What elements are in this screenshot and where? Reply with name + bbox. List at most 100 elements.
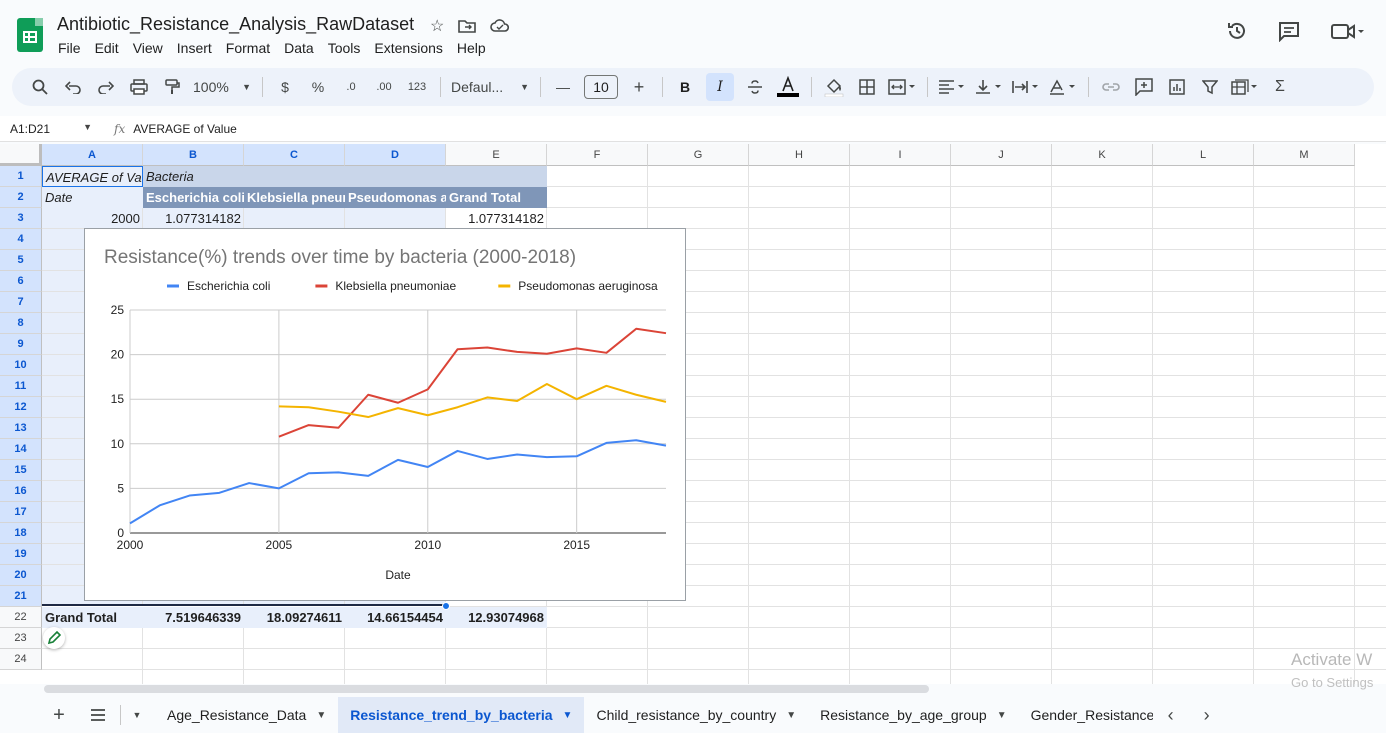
column-header-a[interactable]: A xyxy=(42,144,143,166)
cell-a1[interactable]: AVERAGE of Value xyxy=(42,166,143,187)
formula-input[interactable]: AVERAGE of Value xyxy=(133,121,237,136)
filter-views-icon[interactable] xyxy=(1231,73,1259,101)
row-header-21[interactable]: 21 xyxy=(0,586,42,607)
row-header-16[interactable]: 16 xyxy=(0,481,42,502)
name-box[interactable]: A1:D21 ▼ xyxy=(0,122,100,136)
zoom-select[interactable]: 100% ▼ xyxy=(193,73,251,101)
column-header-k[interactable]: K xyxy=(1052,144,1153,166)
edit-pivot-icon[interactable] xyxy=(43,627,65,649)
move-folder-icon[interactable] xyxy=(458,16,477,36)
star-icon[interactable]: ☆ xyxy=(430,18,445,35)
row-header-1[interactable]: 1 xyxy=(0,166,42,187)
column-header-h[interactable]: H xyxy=(749,144,850,166)
menu-extensions[interactable]: Extensions xyxy=(374,40,443,56)
tab-age-resistance-data[interactable]: Age_Resistance_Data ▼ xyxy=(155,697,338,733)
row-header-12[interactable]: 12 xyxy=(0,397,42,418)
row-header-9[interactable]: 9 xyxy=(0,334,42,355)
row-header-7[interactable]: 7 xyxy=(0,292,42,313)
column-header-i[interactable]: I xyxy=(850,144,951,166)
cell-e3[interactable]: 1.077314182 xyxy=(468,211,544,226)
increase-font-size-icon[interactable]: + xyxy=(633,76,645,97)
row-header-4[interactable]: 4 xyxy=(0,229,42,250)
cell-e22[interactable]: 12.93074968 xyxy=(446,607,547,628)
more-formats-button[interactable]: 123 xyxy=(407,81,427,93)
insert-chart-icon[interactable] xyxy=(1165,73,1189,101)
horizontal-scrollbar[interactable] xyxy=(44,685,929,693)
increase-decimal-button[interactable]: .00 xyxy=(376,81,392,93)
bold-button[interactable]: B xyxy=(679,79,691,95)
borders-icon[interactable] xyxy=(855,73,879,101)
chevron-down-icon[interactable]: ▼ xyxy=(786,709,797,721)
cell-a2[interactable]: Date xyxy=(45,190,73,205)
cell-c22[interactable]: 18.09274611 xyxy=(244,607,345,628)
cell-a3[interactable]: 2000 xyxy=(111,211,140,226)
decrease-font-size-icon[interactable]: — xyxy=(556,79,570,95)
decrease-decimal-button[interactable]: .0 xyxy=(346,81,356,93)
percent-format-button[interactable]: % xyxy=(311,79,325,95)
menu-insert[interactable]: Insert xyxy=(176,40,212,56)
row-header-11[interactable]: 11 xyxy=(0,376,42,397)
column-header-m[interactable]: M xyxy=(1254,144,1355,166)
row-header-10[interactable]: 10 xyxy=(0,355,42,376)
italic-button[interactable]: I xyxy=(706,73,734,101)
currency-format-button[interactable]: $ xyxy=(281,79,289,95)
tab-resistance-trend-by-bacteria[interactable]: Resistance_trend_by_bacteria ▼ xyxy=(338,697,585,733)
column-header-e[interactable]: E xyxy=(446,144,547,166)
chevron-down-icon[interactable]: ▼ xyxy=(562,709,573,721)
cell-b1[interactable]: Bacteria xyxy=(146,169,194,184)
text-rotation-icon[interactable] xyxy=(1049,73,1077,101)
cell-d22[interactable]: 14.66154454 xyxy=(345,607,446,628)
strikethrough-icon[interactable] xyxy=(743,73,767,101)
row-header-2[interactable]: 2 xyxy=(0,187,42,208)
cell-c2[interactable]: Klebsiella pneumoniae xyxy=(244,187,345,208)
add-sheet-icon[interactable]: + xyxy=(53,703,65,726)
fill-color-icon[interactable] xyxy=(822,73,846,101)
insert-link-icon[interactable] xyxy=(1099,73,1123,101)
cell-d2[interactable]: Pseudomonas aeruginosa xyxy=(345,187,446,208)
comments-icon[interactable] xyxy=(1278,20,1300,42)
search-menus-icon[interactable] xyxy=(28,73,52,101)
menu-file[interactable]: File xyxy=(58,40,81,56)
tab-resistance-by-age-group[interactable]: Resistance_by_age_group ▼ xyxy=(808,697,1018,733)
tab-child-resistance-by-country[interactable]: Child_resistance_by_country ▼ xyxy=(584,697,808,733)
line-chart[interactable]: Resistance(%) trends over time by bacter… xyxy=(84,228,686,601)
font-size-input[interactable]: 10 xyxy=(584,75,618,99)
text-wrapping-icon[interactable] xyxy=(1012,73,1040,101)
row-header-5[interactable]: 5 xyxy=(0,250,42,271)
column-header-l[interactable]: L xyxy=(1153,144,1254,166)
row-header-14[interactable]: 14 xyxy=(0,439,42,460)
cell-b2[interactable]: Escherichia coli xyxy=(143,187,244,208)
font-select[interactable]: Defaul... ▼ xyxy=(451,73,529,101)
version-history-icon[interactable] xyxy=(1226,20,1248,42)
document-title[interactable]: Antibiotic_Resistance_Analysis_RawDatase… xyxy=(57,14,415,34)
all-sheets-icon[interactable] xyxy=(76,709,120,721)
row-header-18[interactable]: 18 xyxy=(0,523,42,544)
chevron-down-icon[interactable]: ▼ xyxy=(996,709,1007,721)
row-header-15[interactable]: 15 xyxy=(0,460,42,481)
column-header-d[interactable]: D xyxy=(345,144,446,166)
vertical-align-icon[interactable] xyxy=(975,73,1003,101)
horizontal-align-icon[interactable] xyxy=(938,73,966,101)
merge-cells-icon[interactable] xyxy=(888,73,916,101)
row-header-23[interactable]: 23 xyxy=(0,628,42,649)
column-header-g[interactable]: G xyxy=(648,144,749,166)
row-header-3[interactable]: 3 xyxy=(0,208,42,229)
column-header-c[interactable]: C xyxy=(244,144,345,166)
menu-view[interactable]: View xyxy=(132,40,163,56)
scroll-tabs-right-icon[interactable]: › xyxy=(1203,704,1210,725)
paint-format-icon[interactable] xyxy=(160,73,184,101)
tab-list-chevron-icon[interactable]: ▼ xyxy=(132,710,142,720)
cloud-status-icon[interactable] xyxy=(490,16,510,36)
row-header-13[interactable]: 13 xyxy=(0,418,42,439)
row-header-17[interactable]: 17 xyxy=(0,502,42,523)
row-header-22[interactable]: 22 xyxy=(0,607,42,628)
selection-fill-handle[interactable] xyxy=(442,602,450,610)
cell-e2[interactable]: Grand Total xyxy=(446,187,547,208)
row-header-20[interactable]: 20 xyxy=(0,565,42,586)
row-header-24[interactable]: 24 xyxy=(0,649,42,670)
print-icon[interactable] xyxy=(127,73,151,101)
select-all-corner[interactable] xyxy=(0,144,42,166)
redo-icon[interactable] xyxy=(94,73,118,101)
tab-gender-resistance[interactable]: Gender_Resistance xyxy=(1019,697,1153,733)
menu-edit[interactable]: Edit xyxy=(94,40,119,56)
